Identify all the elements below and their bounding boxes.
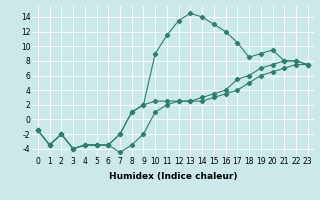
X-axis label: Humidex (Indice chaleur): Humidex (Indice chaleur) (108, 172, 237, 181)
